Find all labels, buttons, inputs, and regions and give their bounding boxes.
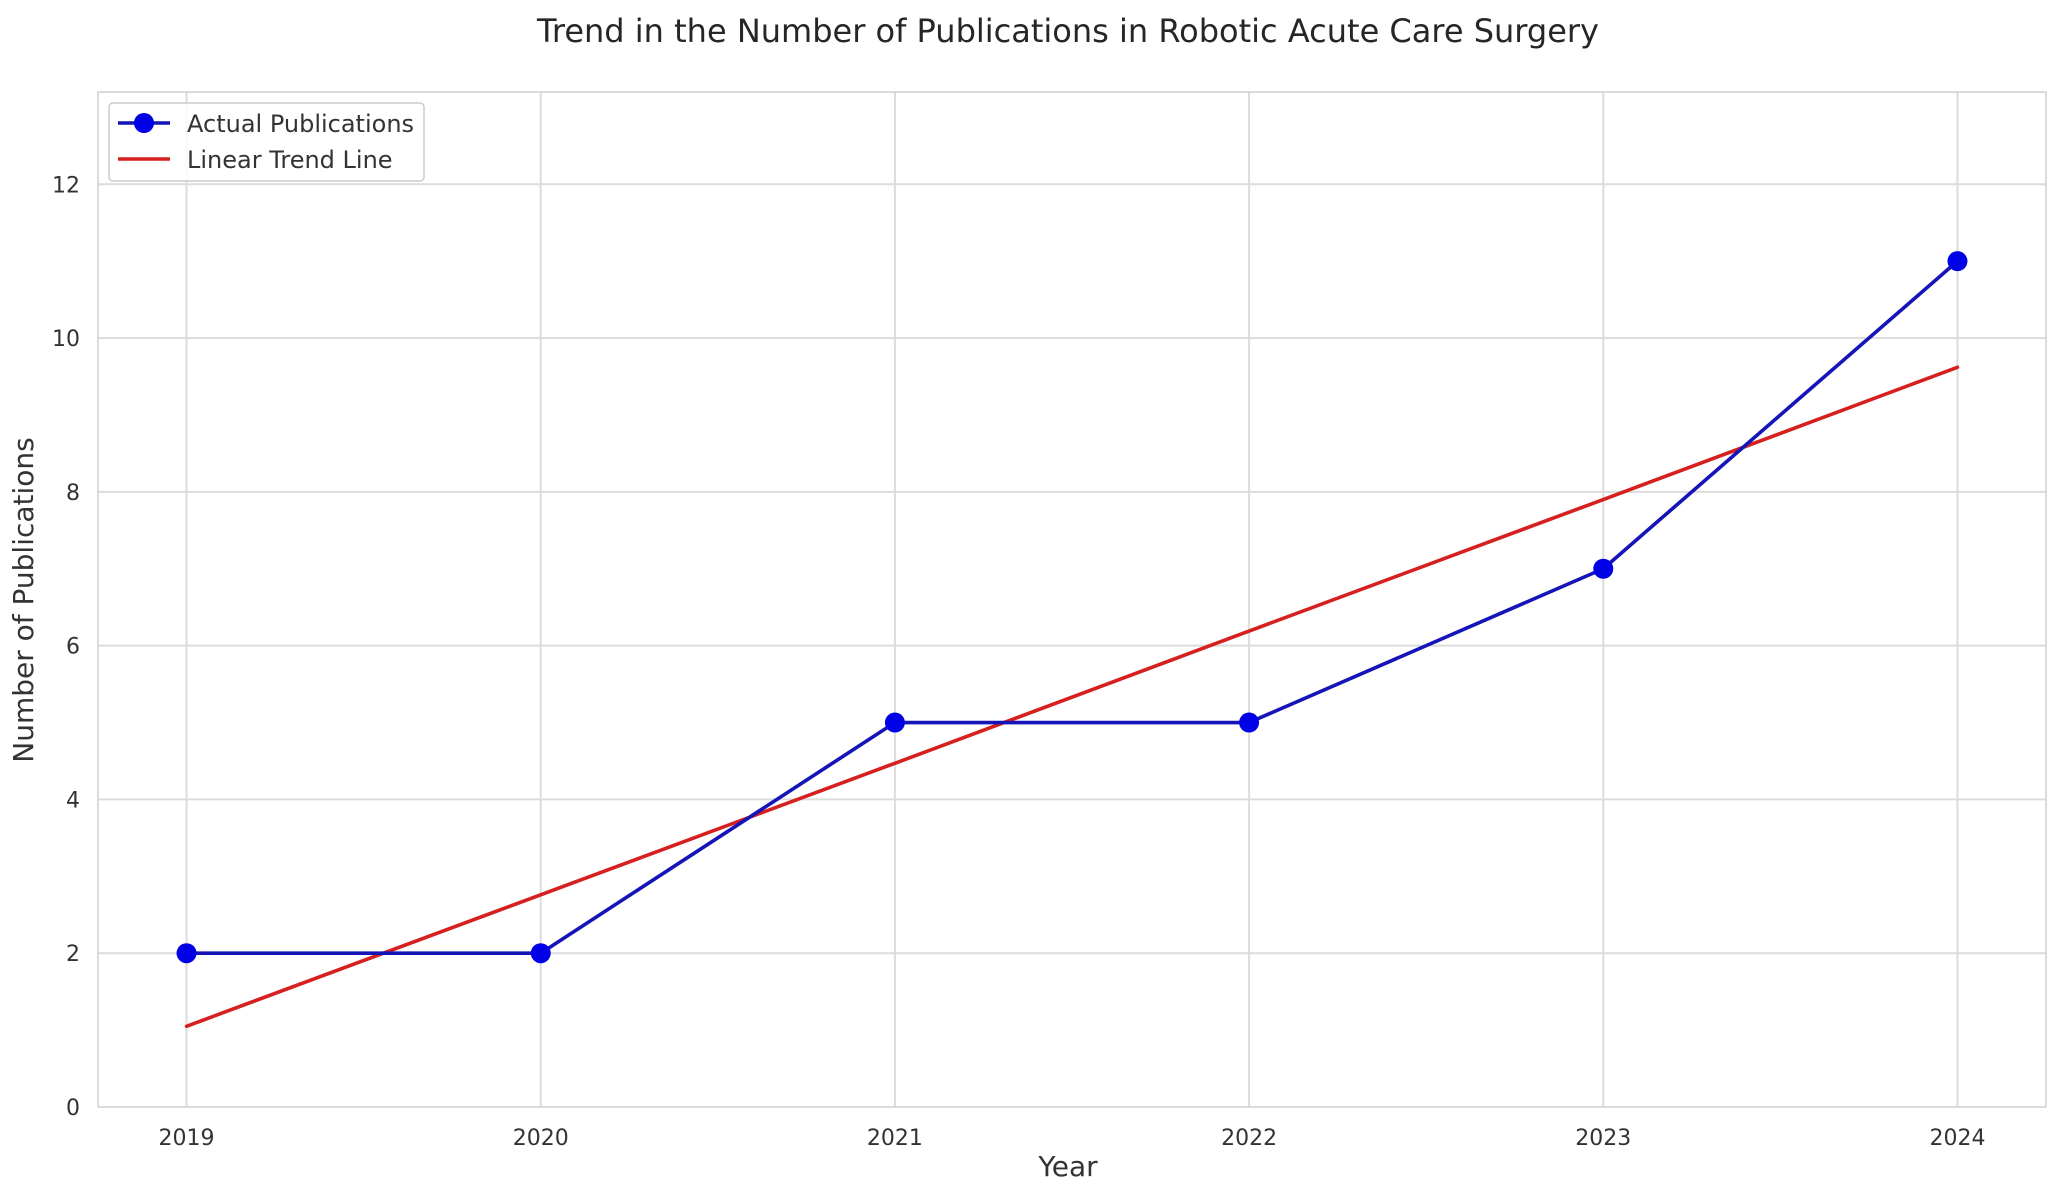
data-point-actual-publications-2019	[176, 943, 197, 964]
x-tick-label-2020: 2020	[513, 1126, 569, 1151]
y-tick-label-2: 2	[66, 942, 80, 967]
y-tick-label-12: 12	[52, 173, 80, 198]
data-point-actual-publications-2022	[1239, 712, 1260, 733]
grid	[98, 92, 2046, 1107]
data-point-actual-publications-2023	[1593, 558, 1614, 579]
legend-marker-actual-publications	[134, 113, 154, 133]
legend-box	[108, 102, 425, 182]
y-tick-label-10: 10	[52, 327, 80, 352]
chart-title: Trend in the Number of Publications in R…	[536, 12, 1599, 50]
series-line-linear-trend-line	[184, 365, 1960, 1029]
data-point-actual-publications-2020	[530, 943, 551, 964]
legend: Actual Publications Linear Trend Line	[108, 102, 425, 182]
x-axis-label: Year	[1037, 1150, 1098, 1183]
y-tick-label-0: 0	[66, 1096, 80, 1121]
y-axis-label: Number of Publications	[7, 437, 40, 763]
tick-labels: 2019 2020 2021 2022 2023 2024 0 2 4 6 8 10 12	[52, 173, 1985, 1151]
y-tick-label-6: 6	[66, 635, 80, 660]
legend-label-actual-publications: Actual Publications	[187, 110, 414, 138]
data-point-actual-publications-2024	[1947, 251, 1968, 272]
plot-frame	[97, 91, 2047, 1108]
y-tick-label-8: 8	[66, 481, 80, 506]
legend-label-linear-trend-line: Linear Trend Line	[187, 146, 393, 174]
y-tick-label-4: 4	[66, 788, 80, 813]
series-line-actual-publications	[184, 259, 1960, 956]
series-layer	[176, 251, 1968, 1029]
x-tick-label-2024: 2024	[1929, 1126, 1985, 1151]
x-tick-label-2019: 2019	[159, 1126, 215, 1151]
x-tick-label-2023: 2023	[1575, 1126, 1631, 1151]
x-tick-label-2022: 2022	[1221, 1126, 1277, 1151]
data-point-actual-publications-2021	[884, 712, 905, 733]
x-tick-label-2021: 2021	[867, 1126, 923, 1151]
